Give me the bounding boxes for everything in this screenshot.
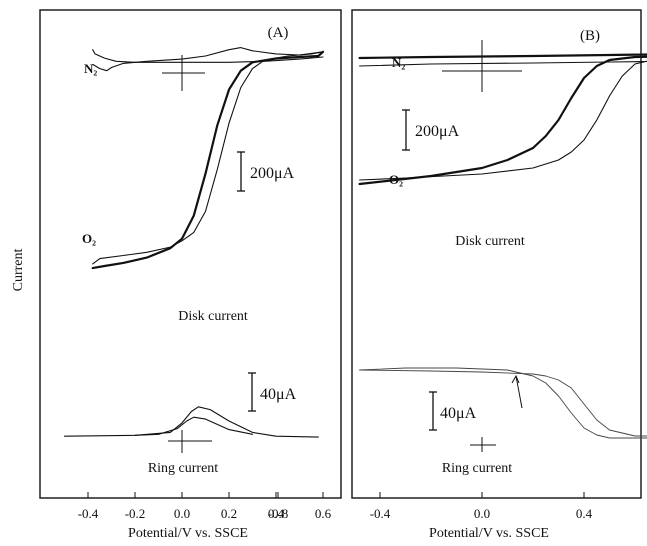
- panel-a-x-tick-label: 0.2: [221, 506, 237, 521]
- panel-a: (A) -0.4 -0.2 0.0 0.2 0.4 0.6 Potential/V vs.…: [39, 9, 342, 541]
- panel-b-x-ticks: -0.8-0.40.00.40.8: [268, 492, 593, 521]
- panel-a-disk-curves: [91, 47, 325, 270]
- panel-a-ring-series-line: [63, 406, 319, 438]
- panel-b-ring-scale-bar: [429, 391, 437, 431]
- panel-a-disk-current-label: Disk current: [178, 309, 248, 324]
- panel-a-crosshair-marker: [162, 55, 212, 453]
- panel-a-x-tick-label: 0.0: [174, 506, 190, 521]
- panel-b-n2-label: N₂: [392, 55, 405, 70]
- panel-b-ring-scale-label: 40μA: [440, 405, 477, 422]
- panel-a-x-tick-label: 0.4: [268, 506, 285, 521]
- panel-b-disk-series-line: [358, 53, 647, 60]
- y-axis-label: Current: [11, 249, 26, 292]
- panel-b-disk-scale-bar: [402, 109, 410, 151]
- panel-b-frame: [351, 9, 642, 499]
- panel-b-disk-series-line: [359, 60, 647, 67]
- panel-b-ring-curves: [359, 367, 647, 439]
- panel-b: (B) -0.8-0.40.00.40.8 Potential/V vs. SS…: [268, 9, 647, 541]
- panel-b-o2-label: O₂: [389, 172, 403, 187]
- panel-b-disk-curves: [358, 53, 647, 186]
- panel-a-x-axis-label: Potential/V vs. SSCE: [128, 526, 248, 541]
- panel-a-ring-curves: [63, 406, 319, 438]
- panel-a-x-tick-label: -0.2: [125, 506, 146, 521]
- panel-b-disk-series-line: [358, 55, 647, 186]
- panel-b-ring-series-line: [359, 367, 647, 439]
- panel-b-disk-current-label: Disk current: [455, 234, 525, 249]
- panel-a-disk-scale-label: 200μA: [250, 165, 295, 182]
- panel-a-disk-series-line: [91, 50, 325, 270]
- panel-a-ring-current-label: Ring current: [148, 461, 218, 476]
- panel-a-disk-series-line: [92, 49, 324, 63]
- panel-b-disk-scale-label: 200μA: [415, 123, 460, 140]
- panel-a-ring-scale-bar: [248, 372, 256, 412]
- panel-b-scan-direction-arrow: [511, 374, 523, 409]
- panel-b-ring-series-line: [359, 369, 647, 437]
- panel-b-x-axis-label: Potential/V vs. SSCE: [429, 526, 549, 541]
- panel-b-x-tick-label: -0.4: [370, 506, 391, 521]
- panel-b-x-tick-label: 0.4: [576, 506, 593, 521]
- panel-a-frame: [39, 9, 342, 499]
- panel-a-disk-series-line: [92, 51, 324, 265]
- panel-a-label: (A): [268, 25, 289, 41]
- panel-a-x-ticks: -0.4 -0.2 0.0 0.2 0.4 0.6: [78, 492, 332, 521]
- panel-a-disk-series-line: [92, 47, 324, 72]
- panel-a-ring-series-line: [134, 416, 254, 436]
- panel-b-disk-series-line: [359, 60, 647, 181]
- panel-b-x-tick-label: 0.0: [474, 506, 490, 521]
- panel-a-x-tick-label: 0.6: [315, 506, 332, 521]
- panel-b-crosshair-marker: [442, 40, 522, 452]
- panel-b-ring-current-label: Ring current: [442, 461, 512, 476]
- panel-a-o2-label: O₂: [82, 231, 96, 246]
- panel-a-ring-scale-label: 40μA: [260, 386, 297, 403]
- panel-a-x-tick-label: -0.4: [78, 506, 99, 521]
- panel-b-x-tick-label: -0.8: [268, 506, 289, 521]
- panel-a-disk-scale-bar: [237, 151, 245, 192]
- panel-a-n2-label: N₂: [84, 61, 97, 76]
- panel-b-label: (B): [580, 28, 600, 44]
